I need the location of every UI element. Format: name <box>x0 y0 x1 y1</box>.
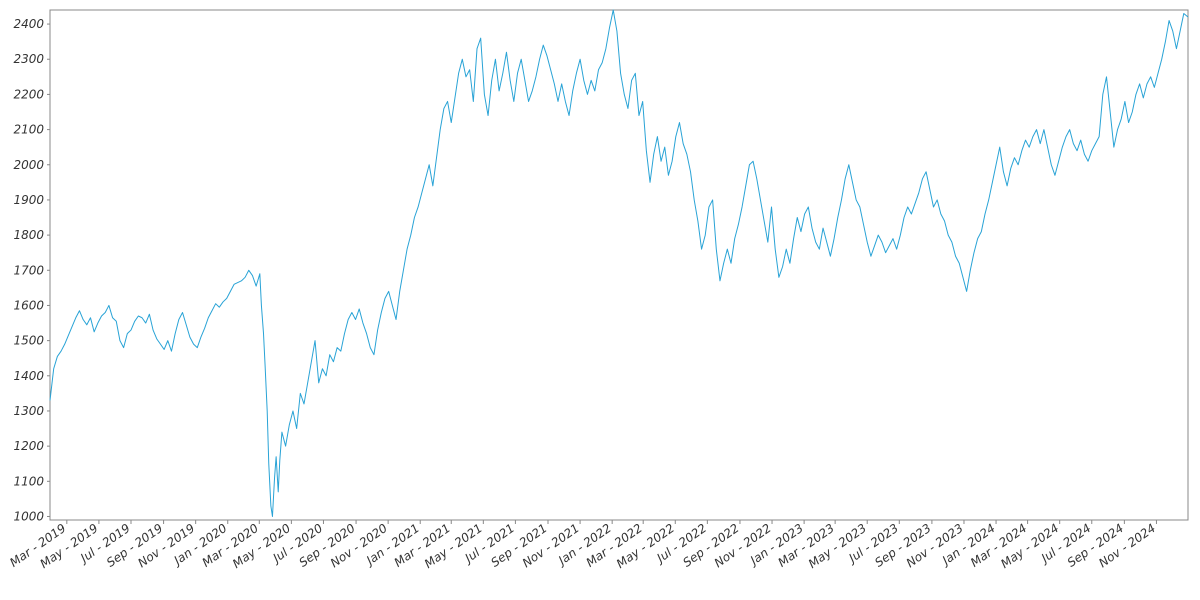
y-tick-label: 1900 <box>13 193 44 207</box>
y-axis: 1000 1100 1200 1300 1400 1500 1600 1700 1800 1900… <box>13 17 50 523</box>
y-tick-label: 1200 <box>13 439 44 453</box>
y-tick-label: 2300 <box>13 52 44 66</box>
y-tick-label: 1000 <box>13 509 44 523</box>
y-tick-label: 1600 <box>13 298 44 312</box>
plot-frame <box>49 9 1189 521</box>
y-tick-label: 2200 <box>13 87 44 101</box>
y-tick-label: 1300 <box>13 404 44 418</box>
series-line <box>49 9 1189 517</box>
y-tick-label: 2400 <box>13 17 44 31</box>
y-tick-label: 1500 <box>13 334 44 348</box>
y-tick-label: 1100 <box>13 474 44 488</box>
y-tick-label: 1400 <box>13 369 44 383</box>
y-tick-label: 2000 <box>13 158 44 172</box>
y-tick-label: 2100 <box>13 123 44 137</box>
series-group <box>49 9 1189 517</box>
y-tick-label: 1800 <box>13 228 44 242</box>
y-tick-label: 1700 <box>13 263 44 277</box>
